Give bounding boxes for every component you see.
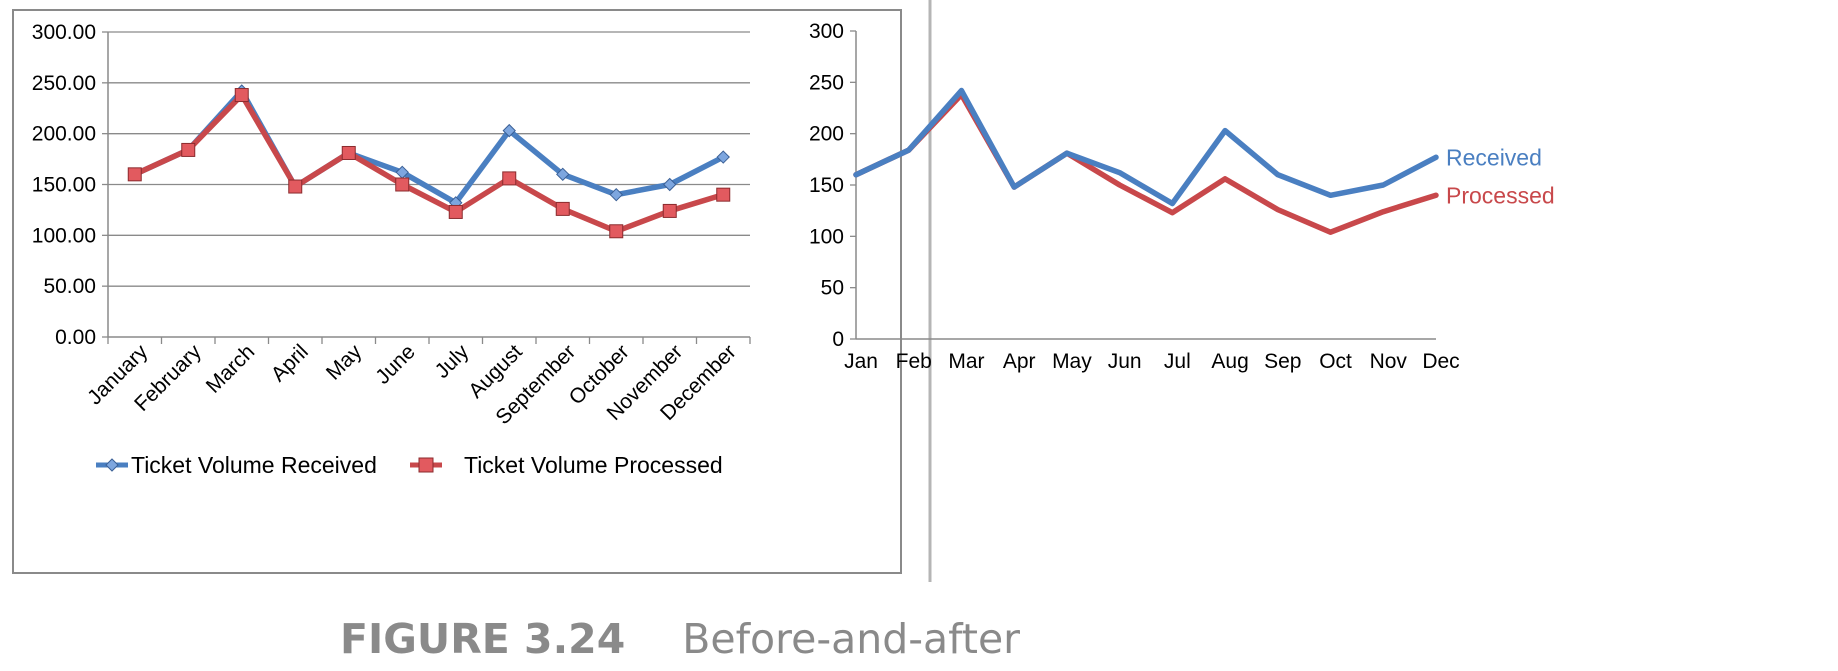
x-tick-label: Dec — [1422, 350, 1459, 373]
before-chart-panel: 0.0050.00100.00150.00200.00250.00300.00 … — [12, 9, 902, 574]
after-chart-direct-labels: Received Processed — [1446, 144, 1555, 208]
y-tick-label: 100 — [809, 225, 844, 248]
before-chart-axes — [102, 31, 751, 344]
before-chart-markers — [127, 84, 731, 239]
legend-label-processed: Ticket Volume Processed — [464, 452, 723, 478]
series-line-received — [853, 87, 1439, 207]
processed-data-point — [288, 179, 303, 194]
x-tick-label: Jan — [844, 350, 878, 373]
after-chart-x-tick-labels: Jan Feb Mar Apr May Jun Jul Aug Sep Oct Nov Dec — [844, 350, 1460, 373]
x-tick-label: Mar — [948, 350, 984, 373]
y-tick-label: 200 — [809, 123, 844, 146]
y-tick-label: 300 — [809, 20, 844, 43]
processed-data-point — [395, 177, 410, 192]
processed-data-point — [341, 145, 356, 160]
processed-data-point — [716, 187, 731, 202]
y-tick-label: 150 — [809, 174, 844, 197]
figure-title: Before-and-after — [682, 615, 1021, 663]
received-data-point — [556, 167, 570, 182]
received-data-point — [716, 150, 730, 164]
received-data-point — [502, 123, 516, 138]
series-line-processed — [132, 92, 726, 235]
processed-data-point — [234, 88, 249, 103]
x-tick-label: Jun — [1108, 350, 1142, 373]
figure-caption: FIGURE 3.24 Before-and-after — [340, 615, 1020, 663]
y-tick-label: 300.00 — [32, 21, 96, 44]
before-chart-y-tick-labels: 0.00 50.00 100.00 150.00 200.00 250.00 300.00 — [32, 21, 96, 349]
x-tick-label: Apr — [1003, 350, 1036, 373]
before-chart-series-lines — [132, 88, 726, 235]
direct-label-processed: Processed — [1446, 182, 1555, 208]
y-tick-label: 100.00 — [32, 224, 96, 247]
after-chart-axes — [850, 30, 1436, 340]
processed-data-point — [609, 224, 624, 239]
figure-number: FIGURE 3.24 — [340, 615, 626, 663]
diamond-icon — [105, 458, 119, 472]
after-chart-series-lines — [853, 87, 1439, 235]
y-tick-label: 250 — [809, 71, 844, 94]
legend-label-received: Ticket Volume Received — [131, 452, 377, 478]
y-tick-label: 250.00 — [32, 72, 96, 95]
y-tick-label: 50 — [821, 277, 844, 300]
x-tick-label: Oct — [1319, 350, 1352, 373]
processed-data-point — [502, 171, 517, 186]
x-tick-label: Sep — [1264, 350, 1301, 373]
square-icon — [418, 457, 434, 473]
y-tick-label: 0.00 — [55, 326, 96, 349]
received-data-point — [609, 187, 623, 202]
y-tick-label: 200.00 — [32, 123, 96, 146]
after-chart-panel: 0 50 100 150 200 250 300 Jan Feb Mar Apr May Jun Jul… — [809, 20, 1555, 373]
after-chart-y-tick-labels: 0 50 100 150 200 250 300 — [809, 20, 844, 351]
x-tick-label: Nov — [1370, 350, 1408, 373]
processed-data-point — [181, 142, 196, 157]
before-chart-legend: Ticket Volume Received Ticket Volume Proc… — [96, 452, 723, 478]
received-data-point — [663, 177, 677, 192]
x-tick-label: Jul — [1164, 350, 1191, 373]
before-chart-frame — [12, 9, 902, 574]
direct-label-received: Received — [1446, 144, 1542, 170]
x-tick-label: May — [1052, 350, 1092, 373]
x-tick-label: Feb — [896, 350, 932, 373]
processed-data-point — [127, 167, 142, 182]
processed-data-point — [662, 203, 677, 218]
y-tick-label: 0 — [832, 328, 844, 351]
y-tick-label: 50.00 — [43, 275, 96, 298]
processed-data-point — [448, 204, 463, 219]
processed-data-point — [555, 201, 570, 216]
x-tick-label: Aug — [1211, 350, 1248, 373]
y-tick-label: 150.00 — [32, 174, 96, 197]
